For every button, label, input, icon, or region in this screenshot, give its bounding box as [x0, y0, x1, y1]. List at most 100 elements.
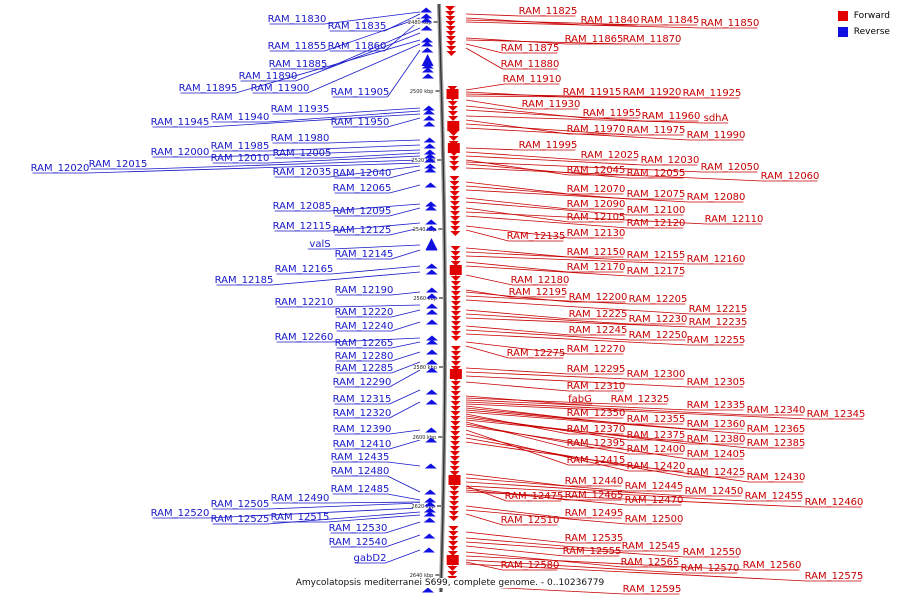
forward-gene-label[interactable]: RAM_12405 — [687, 449, 746, 460]
reverse-gene-label[interactable]: RAM_12505 — [211, 499, 270, 510]
forward-gene-label[interactable]: RAM_11845 — [641, 15, 700, 26]
forward-gene-glyph[interactable] — [450, 426, 461, 431]
reverse-gene-glyph[interactable] — [423, 507, 436, 513]
forward-gene-label[interactable]: RAM_12130 — [567, 228, 626, 239]
forward-gene-label[interactable]: RAM_12135 — [507, 231, 566, 242]
forward-gene-label[interactable]: RAM_12430 — [747, 472, 806, 483]
forward-gene-label[interactable]: RAM_12395 — [567, 438, 626, 449]
forward-gene-glyph[interactable] — [449, 191, 460, 196]
forward-gene-label[interactable]: RAM_12110 — [705, 214, 764, 225]
reverse-gene-label[interactable]: RAM_12240 — [335, 321, 394, 332]
reverse-gene-glyph[interactable] — [425, 359, 438, 365]
reverse-gene-label[interactable]: RAM_11950 — [331, 117, 390, 128]
forward-gene-label[interactable]: RAM_12445 — [625, 481, 684, 492]
reverse-gene-glyph[interactable] — [421, 41, 434, 47]
forward-gene-label[interactable]: RAM_12460 — [805, 497, 864, 508]
reverse-gene-glyph[interactable] — [421, 37, 434, 43]
forward-gene-glyph[interactable] — [448, 546, 459, 551]
forward-gene-label[interactable]: RAM_12045 — [567, 165, 626, 176]
forward-gene-label[interactable]: RAM_12080 — [687, 192, 746, 203]
forward-gene-glyph[interactable] — [449, 471, 460, 476]
forward-gene-glyph[interactable] — [450, 216, 461, 221]
forward-gene-glyph[interactable] — [447, 551, 458, 556]
forward-gene-glyph[interactable] — [447, 86, 458, 91]
forward-gene-label[interactable]: RAM_12350 — [567, 408, 626, 419]
forward-gene-label[interactable]: RAM_12450 — [685, 486, 744, 497]
forward-gene-label[interactable]: RAM_12555 — [563, 546, 622, 557]
forward-gene-label[interactable]: RAM_12400 — [627, 444, 686, 455]
forward-gene-label[interactable]: RAM_12510 — [501, 515, 560, 526]
forward-gene-glyph[interactable] — [447, 106, 458, 111]
reverse-gene-glyph[interactable] — [423, 137, 436, 143]
forward-gene-label[interactable]: RAM_11930 — [522, 99, 581, 110]
forward-gene-label[interactable]: RAM_12420 — [627, 461, 686, 472]
forward-gene-glyph[interactable] — [446, 41, 457, 46]
reverse-gene-glyph[interactable] — [425, 293, 438, 299]
reverse-gene-label[interactable]: RAM_11860 — [328, 41, 387, 52]
forward-gene-glyph[interactable] — [449, 456, 460, 461]
forward-gene-label[interactable]: RAM_11870 — [623, 34, 682, 45]
forward-gene-glyph[interactable] — [450, 276, 461, 281]
forward-gene-glyph[interactable] — [447, 566, 458, 571]
forward-gene-label[interactable]: RAM_12155 — [627, 250, 686, 261]
reverse-gene-glyph[interactable] — [425, 319, 438, 325]
forward-gene-label[interactable]: RAM_12425 — [687, 467, 746, 478]
reverse-gene-label[interactable]: RAM_11935 — [271, 104, 330, 115]
forward-gene-glyph[interactable] — [450, 306, 461, 311]
forward-gene-glyph[interactable] — [450, 386, 461, 391]
forward-gene-glyph[interactable] — [448, 116, 459, 121]
forward-gene-glyph[interactable] — [449, 461, 460, 466]
reverse-gene-glyph[interactable] — [424, 497, 437, 503]
reverse-gene-glyph[interactable] — [424, 167, 437, 173]
forward-gene-label[interactable]: RAM_12150 — [567, 247, 626, 258]
forward-gene-label[interactable]: RAM_11910 — [503, 74, 562, 85]
reverse-gene-label[interactable]: RAM_12285 — [335, 363, 394, 374]
forward-gene-glyph[interactable] — [446, 51, 457, 56]
forward-gene-label[interactable]: RAM_11920 — [623, 87, 682, 98]
forward-gene-glyph[interactable] — [450, 251, 461, 256]
reverse-gene-label[interactable]: RAM_12290 — [333, 377, 392, 388]
forward-gene-glyph[interactable] — [450, 231, 461, 236]
forward-gene-label[interactable]: RAM_12250 — [629, 330, 688, 341]
forward-gene-label[interactable]: RAM_12385 — [747, 438, 806, 449]
forward-gene-glyph[interactable] — [449, 201, 460, 206]
forward-gene-label[interactable]: RAM_12335 — [687, 400, 746, 411]
reverse-gene-glyph[interactable] — [423, 143, 436, 149]
reverse-gene-label[interactable]: RAM_11905 — [331, 87, 390, 98]
forward-gene-label[interactable]: RAM_12030 — [641, 155, 700, 166]
reverse-gene-label[interactable]: RAM_12515 — [271, 512, 330, 523]
reverse-gene-label[interactable]: RAM_12190 — [335, 285, 394, 296]
forward-gene-label[interactable]: RAM_11880 — [501, 59, 560, 70]
forward-gene-glyph[interactable] — [450, 311, 461, 316]
forward-gene-label[interactable]: RAM_12275 — [507, 348, 566, 359]
reverse-gene-glyph[interactable] — [423, 533, 436, 539]
forward-gene-glyph[interactable] — [449, 501, 460, 506]
reverse-gene-glyph[interactable] — [420, 17, 433, 23]
reverse-gene-glyph[interactable] — [425, 219, 438, 225]
forward-gene-label[interactable]: RAM_12025 — [581, 150, 640, 161]
forward-gene-glyph[interactable] — [448, 136, 459, 141]
forward-gene-label[interactable]: RAM_12360 — [687, 419, 746, 430]
forward-gene-glyph[interactable] — [450, 321, 461, 326]
forward-gene-glyph[interactable] — [447, 101, 458, 106]
forward-gene-label[interactable]: RAM_12205 — [629, 294, 688, 305]
forward-gene-label[interactable]: RAM_11970 — [567, 124, 626, 135]
reverse-gene-label[interactable]: RAM_12480 — [331, 466, 390, 477]
reverse-gene-label[interactable]: RAM_12520 — [151, 508, 210, 519]
reverse-gene-glyph[interactable] — [425, 263, 438, 269]
forward-gene-label[interactable]: RAM_12105 — [567, 212, 626, 223]
forward-gene-glyph[interactable] — [449, 181, 460, 186]
forward-gene-glyph[interactable] — [450, 281, 461, 286]
forward-gene-glyph[interactable] — [445, 31, 456, 36]
forward-gene-label[interactable]: RAM_11925 — [683, 88, 742, 99]
reverse-gene-label[interactable]: RAM_12040 — [333, 168, 392, 179]
forward-gene-glyph[interactable] — [450, 391, 461, 396]
reverse-gene-glyph[interactable] — [425, 225, 438, 231]
reverse-gene-label[interactable]: RAM_11895 — [179, 83, 238, 94]
reverse-gene-label[interactable]: RAM_11830 — [268, 14, 327, 25]
forward-gene-label[interactable]: RAM_12325 — [611, 394, 670, 405]
forward-gene-block[interactable] — [449, 265, 462, 275]
reverse-gene-label[interactable]: RAM_12085 — [273, 201, 332, 212]
reverse-gene-label[interactable]: RAM_11980 — [271, 133, 330, 144]
forward-gene-glyph[interactable] — [445, 36, 456, 41]
